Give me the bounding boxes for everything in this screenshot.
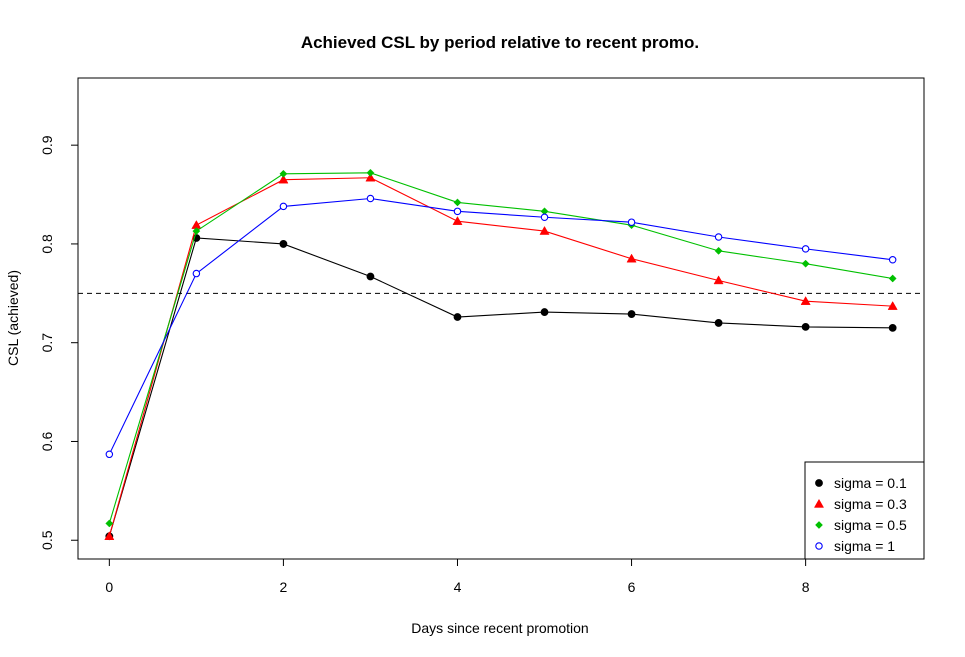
legend-label: sigma = 0.3 — [834, 496, 907, 512]
series-1 — [105, 234, 897, 541]
data-point — [801, 322, 810, 331]
data-point — [714, 233, 723, 241]
data-point — [278, 174, 289, 184]
data-point — [888, 274, 897, 283]
data-point — [452, 216, 463, 225]
legend: sigma = 0.1 sigma = 0.3 sigma = 0.5 sigma =… — [804, 461, 925, 560]
y-tick-label: 0.6 — [39, 432, 55, 452]
data-point — [453, 198, 462, 207]
y-axis-label: CSL (achieved) — [5, 270, 21, 366]
data-point — [801, 245, 810, 253]
legend-marker — [815, 542, 823, 550]
data-point — [540, 213, 549, 222]
data-point — [365, 172, 376, 182]
data-point — [887, 301, 898, 310]
legend-marker — [815, 479, 823, 487]
data-point — [279, 169, 288, 178]
chart-title: Achieved CSL by period relative to recen… — [301, 33, 699, 52]
legend-item: sigma = 0.5 — [815, 517, 907, 533]
plot-frame — [77, 77, 925, 560]
data-point — [366, 168, 375, 177]
x-tick-label: 0 — [105, 579, 113, 595]
data-point — [888, 323, 897, 332]
legend-item: sigma = 0.3 — [813, 496, 907, 512]
series-line — [108, 197, 893, 455]
series-line — [108, 172, 893, 524]
series-line — [108, 237, 893, 537]
data-point — [192, 269, 201, 278]
legend-label: sigma = 1 — [834, 538, 895, 554]
legend-marker — [815, 521, 823, 529]
data-point — [279, 202, 288, 211]
data-point — [800, 296, 811, 305]
x-tick-label: 8 — [802, 579, 810, 595]
data-point — [714, 246, 723, 255]
y-tick-label: 0.8 — [39, 234, 55, 254]
data-point — [801, 259, 810, 268]
x-tick-label: 4 — [454, 579, 462, 595]
legend-item: sigma = 1 — [815, 538, 895, 554]
data-point — [888, 255, 897, 264]
y-tick-label: 0.5 — [39, 530, 55, 550]
legend-item: sigma = 0.1 — [815, 475, 907, 491]
data-point — [627, 218, 636, 226]
data-point — [713, 275, 724, 285]
y-tick-label: 0.7 — [39, 333, 55, 353]
legend-marker — [813, 498, 825, 508]
data-point — [539, 225, 550, 235]
data-point — [105, 519, 114, 528]
data-point — [714, 319, 723, 327]
x-axis-label: Days since recent promotion — [411, 620, 588, 636]
legend-label: sigma = 0.5 — [834, 517, 907, 533]
data-point — [105, 450, 114, 459]
data-point — [627, 310, 636, 318]
data-point — [192, 227, 201, 236]
data-point — [453, 313, 462, 321]
legend-label: sigma = 0.1 — [834, 475, 907, 491]
legend-box — [804, 461, 925, 560]
data-point — [366, 194, 375, 203]
x-tick-label: 2 — [280, 579, 288, 595]
data-point — [626, 253, 637, 263]
y-tick-label: 0.9 — [39, 135, 55, 155]
series-3 — [105, 168, 897, 528]
data-point — [453, 207, 462, 216]
data-point — [540, 308, 549, 316]
data-point — [104, 531, 115, 540]
data-point — [366, 272, 375, 281]
data-point — [279, 240, 288, 248]
x-tick-label: 6 — [628, 579, 636, 595]
series-4 — [105, 194, 897, 459]
